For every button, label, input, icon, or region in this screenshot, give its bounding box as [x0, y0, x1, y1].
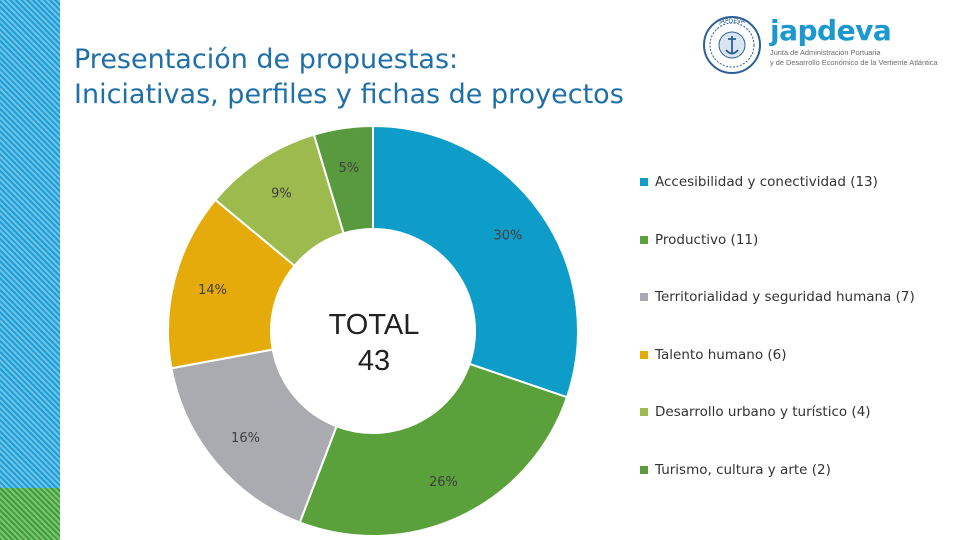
legend-label: Territorialidad y seguridad humana (7): [655, 289, 915, 306]
legend-swatch: [640, 178, 648, 186]
legend-item: Talento humano (6): [640, 343, 787, 367]
seal-text: JAPDEVA: [718, 18, 746, 25]
percent-labels: 30% 26% 16% 14% 9% 5%: [198, 161, 522, 490]
japdeva-logo: JAPDEVA japdeva Junta de Administración …: [702, 12, 952, 80]
donut-slice: [167, 198, 297, 370]
donut-slice: [372, 124, 579, 399]
logo-subtitle-line-1: Junta de Administración Portuaria: [770, 48, 881, 57]
legend-label: Turismo, cultura y arte (2): [655, 462, 831, 478]
logo-subtitle-line-2: y de Desarrollo Económico de la Vertient…: [770, 58, 938, 67]
legend-swatch: [640, 408, 648, 417]
legend-label: Accesibilidad y conectividad (13): [655, 174, 878, 190]
legend-item: Accesibilidad y conectividad (13): [640, 170, 878, 194]
legend-swatch: [640, 350, 648, 359]
slice-percent-label: 16%: [231, 431, 260, 446]
slice-percent-label: 5%: [339, 161, 360, 176]
donut-slice: [170, 348, 338, 524]
legend-swatch: [640, 235, 648, 244]
center-total-value: 43: [358, 345, 390, 377]
legend-item: Productivo (11): [640, 228, 758, 252]
donut-slice: [312, 124, 374, 235]
title-line-2: Iniciativas, perfiles y fichas de proyec…: [74, 79, 624, 110]
slide-title: Presentación de propuestas: Iniciativas,…: [74, 42, 694, 112]
donut-slice: [298, 362, 569, 537]
legend-item: Desarrollo urbano y turístico (4): [640, 400, 871, 424]
legend-label: Talento humano (6): [655, 346, 787, 363]
slice-percent-label: 14%: [198, 283, 227, 298]
legend-label: Productivo (11): [655, 231, 759, 248]
center-total-label: TOTAL: [329, 309, 420, 341]
legend-swatch: [640, 293, 648, 302]
slice-percent-label: 30%: [493, 228, 522, 243]
donut-slices: [167, 124, 579, 537]
legend-label: Desarrollo urbano y turístico (4): [655, 404, 871, 421]
logo-subtitle: Junta de Administración Portuaria y de D…: [770, 48, 952, 68]
side-decor-bar: [0, 0, 60, 540]
logo-wordmark: japdeva: [770, 14, 892, 47]
legend-item: Territorialidad y seguridad humana (7): [640, 285, 915, 309]
legend-swatch: [640, 466, 648, 474]
title-line-1: Presentación de propuestas:: [74, 44, 459, 75]
legend-item: Turismo, cultura y arte (2): [640, 458, 831, 482]
side-decor-accent: [0, 488, 60, 540]
slice-percent-label: 26%: [429, 475, 458, 490]
anchor-seal-icon: JAPDEVA: [703, 16, 761, 74]
slice-percent-label: 9%: [271, 187, 292, 202]
